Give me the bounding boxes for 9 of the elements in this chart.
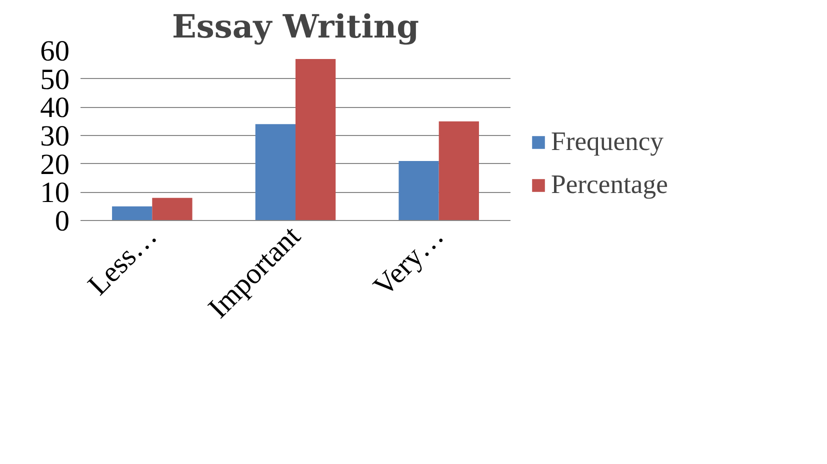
bar [438,121,479,220]
bar [296,59,336,220]
bar [152,198,192,220]
bar [112,206,152,220]
chart-title: Essay Writing [172,8,419,46]
bar [255,124,296,220]
legend-label: Percentage [551,169,668,200]
bar [398,161,439,220]
legend-label: Frequency [551,126,664,157]
